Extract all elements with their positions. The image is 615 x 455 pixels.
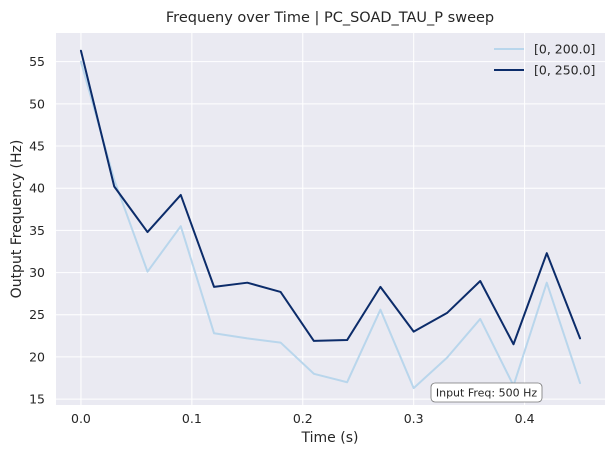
legend: [0, 200.0] [0, 250.0] [494,42,595,78]
x-tick-labels: 0.0 0.1 0.2 0.3 0.4 [71,411,535,426]
legend-label-series-2: [0, 250.0] [534,63,595,78]
x-tick-label: 0.0 [71,411,91,426]
y-tick-label: 20 [29,349,45,364]
series-line-1 [79,60,582,390]
legend-label-series-1: [0, 200.0] [534,42,595,57]
y-tick-labels: 15 20 25 30 35 40 45 50 55 [29,54,45,406]
y-tick-label: 30 [29,265,45,280]
chart-title: Frequeny over Time | PC_SOAD_TAU_P sweep [166,10,494,26]
input-freq-annotation: Input Freq: 500 Hz [430,382,543,403]
y-tick-label: 15 [29,392,45,407]
y-tick-label: 45 [29,139,45,154]
x-axis-label: Time (s) [301,430,359,446]
y-tick-label: 35 [29,223,45,238]
annotation-box [430,382,543,403]
series-lines [79,49,582,390]
y-tick-label: 25 [29,307,45,322]
y-tick-label: 50 [29,96,45,111]
y-axis-label: Output Frequency (Hz) [9,140,25,299]
x-tick-label: 0.1 [182,411,202,426]
x-tick-label: 0.2 [293,411,313,426]
series-line-2 [79,49,582,346]
x-tick-label: 0.3 [404,411,424,426]
y-tick-label: 55 [29,54,45,69]
x-tick-label: 0.4 [515,411,535,426]
annotation-text: Input Freq: 500 Hz [436,387,538,400]
y-tick-label: 40 [29,181,45,196]
